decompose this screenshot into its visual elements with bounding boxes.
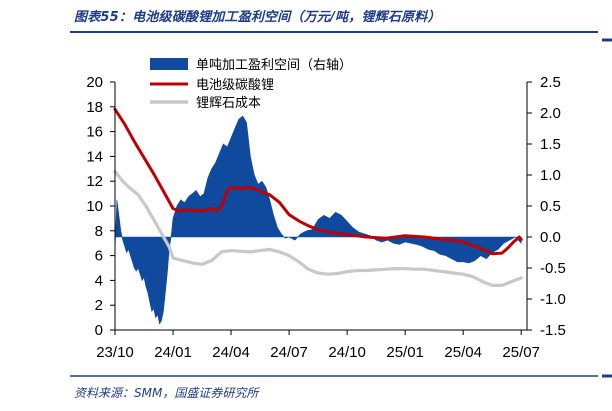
line-layer (113, 107, 523, 287)
x-tick-label: 25/01 (386, 344, 424, 361)
legend-label-spodumene: 锂辉石成本 (196, 96, 261, 111)
y-left-tick-label: 16 (86, 124, 103, 141)
y-left-tick-label: 20 (86, 74, 103, 91)
y-left-tick-label: 8 (95, 223, 103, 240)
legend-label-profit: 单吨加工盈利空间（右轴） (196, 58, 352, 73)
source-note: 资料来源：SMM，国盛证券研究所 (74, 386, 259, 400)
chart-title: 图表55：电池级碳酸锂加工盈利空间（万元/吨，锂辉石原料） (74, 10, 441, 25)
y-right-tick-label: 0.5 (540, 198, 561, 215)
y-right-tick-label: 2.0 (540, 105, 561, 122)
axes-layer: 0 2 4 6 8 10 12 14 16 18 20 -1.5 -1.0 -0.5 0.0 0.5 1.0 1.… (86, 74, 566, 361)
y-right-tick-label: 1.0 (540, 167, 561, 184)
x-tick-label: 25/04 (444, 344, 482, 361)
series-battery-carbonate-line (113, 107, 523, 256)
x-tick-label: 23/10 (96, 344, 134, 361)
legend-label-carbonate: 电池级碳酸锂 (196, 78, 274, 93)
x-tick-label: 25/07 (502, 344, 540, 361)
x-tick-label: 24/01 (154, 344, 192, 361)
y-left-tick-label: 14 (86, 148, 103, 165)
y-left-tick-label: 10 (86, 198, 103, 215)
y-left-tick-label: 18 (86, 99, 103, 116)
legend-swatch-profit (150, 58, 188, 70)
y-right-tick-label: 0.0 (540, 229, 561, 246)
y-right-tick-label: -0.5 (540, 260, 566, 277)
y-left-tick-label: 6 (95, 248, 103, 265)
x-tick-label: 24/07 (270, 344, 308, 361)
x-tick-label: 24/10 (328, 344, 366, 361)
y-right-tick-label: -1.5 (540, 322, 566, 339)
y-right-tick-label: 1.5 (540, 136, 561, 153)
y-left-tick-label: 0 (95, 322, 103, 339)
y-left-tick-label: 4 (95, 272, 103, 289)
profit-area-layer (114, 115, 522, 325)
y-left-tick-label: 2 (95, 297, 103, 314)
y-left-tick-label: 12 (86, 173, 103, 190)
y-right-tick-label: 2.5 (540, 74, 561, 91)
series-spodumene-cost-line (113, 169, 523, 287)
x-tick-label: 24/04 (212, 344, 250, 361)
series-profit-area (114, 115, 522, 325)
y-right-tick-label: -1.0 (540, 291, 566, 308)
